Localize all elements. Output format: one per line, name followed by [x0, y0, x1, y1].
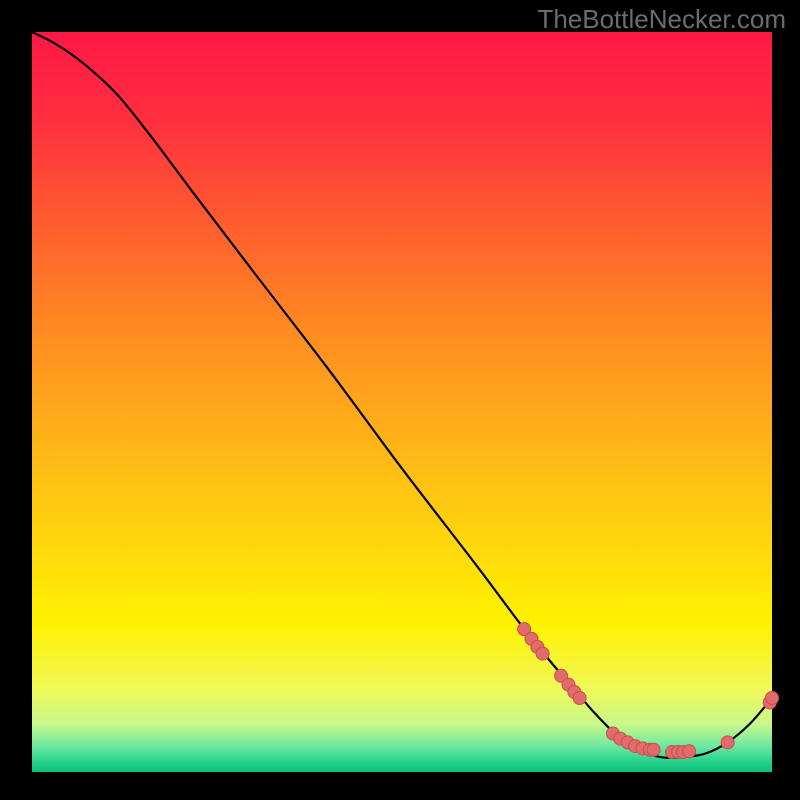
data-marker	[766, 692, 779, 705]
data-marker	[573, 692, 586, 705]
data-marker	[536, 647, 549, 660]
data-marker	[721, 736, 734, 749]
data-marker	[683, 745, 696, 758]
gradient-background	[32, 32, 772, 772]
bottleneck-chart	[0, 0, 800, 800]
data-marker	[647, 743, 660, 756]
chart-frame: TheBottleNecker.com	[0, 0, 800, 800]
